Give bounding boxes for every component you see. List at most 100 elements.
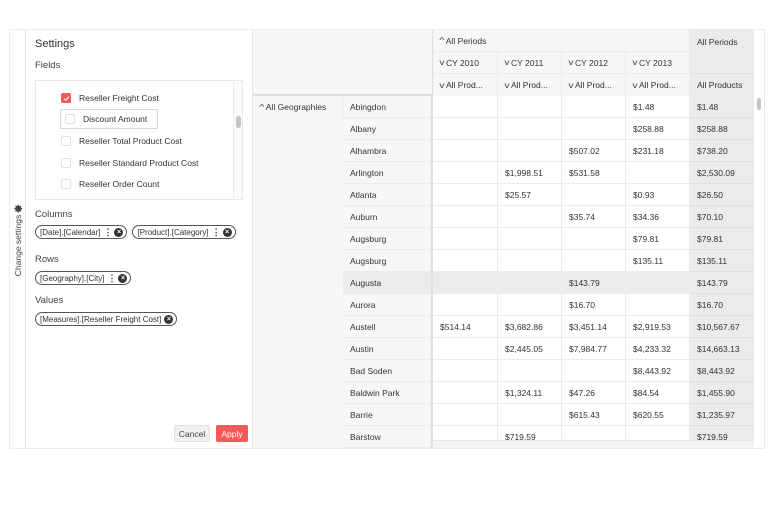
scrollbar-thumb[interactable] bbox=[236, 116, 241, 128]
data-cell[interactable] bbox=[433, 426, 498, 440]
checkbox-checked-icon[interactable] bbox=[61, 93, 71, 103]
data-cell[interactable]: $25.57 bbox=[498, 184, 562, 206]
row-header-city[interactable]: Austin bbox=[343, 338, 431, 360]
data-cell[interactable] bbox=[498, 294, 562, 316]
grid-vertical-scrollbar[interactable] bbox=[754, 96, 764, 440]
field-item[interactable]: Reseller Freight Cost bbox=[61, 87, 159, 109]
chevron-down-icon[interactable]: v bbox=[504, 58, 510, 67]
row-header-city[interactable]: Bad Soden bbox=[343, 360, 431, 382]
data-cell[interactable] bbox=[433, 250, 498, 272]
data-cell[interactable] bbox=[433, 294, 498, 316]
data-cell[interactable] bbox=[498, 140, 562, 162]
data-cell[interactable] bbox=[498, 206, 562, 228]
row-header-city[interactable]: Alhambra bbox=[343, 140, 431, 162]
data-cell[interactable] bbox=[562, 250, 626, 272]
data-cell[interactable] bbox=[498, 228, 562, 250]
total-cell[interactable]: $258.88 bbox=[690, 118, 754, 140]
column-header-year[interactable]: v CY 2010 bbox=[433, 52, 498, 74]
data-cell[interactable] bbox=[498, 360, 562, 382]
value-chip[interactable]: [Measures].[Reseller Freight Cost] × bbox=[35, 312, 178, 326]
total-cell[interactable]: $2,530.09 bbox=[690, 162, 754, 184]
chevron-down-icon[interactable]: v bbox=[568, 58, 574, 67]
row-header-city[interactable]: Abingdon bbox=[343, 96, 431, 118]
chevron-down-icon[interactable]: v bbox=[439, 80, 445, 90]
field-item[interactable]: Reseller Total Product Cost bbox=[61, 130, 182, 152]
row-header-city[interactable]: Augusta bbox=[343, 272, 431, 294]
grid-horizontal-scrollbar[interactable] bbox=[433, 440, 754, 448]
data-cell[interactable]: $135.11 bbox=[626, 250, 690, 272]
total-cell[interactable]: $26.50 bbox=[690, 184, 754, 206]
total-cell[interactable]: $1.48 bbox=[690, 96, 754, 118]
data-cell[interactable] bbox=[562, 360, 626, 382]
data-cell[interactable] bbox=[433, 140, 498, 162]
data-cell[interactable]: $514.14 bbox=[433, 316, 498, 338]
chevron-down-icon[interactable]: v bbox=[632, 80, 638, 90]
row-header-city[interactable]: Augsburg bbox=[343, 250, 431, 272]
data-cell[interactable] bbox=[626, 272, 690, 294]
column-header-year[interactable]: v CY 2012 bbox=[562, 52, 626, 74]
data-cell[interactable]: $531.58 bbox=[562, 162, 626, 184]
column-header-product[interactable]: v All Prod... bbox=[498, 74, 562, 96]
data-cell[interactable] bbox=[498, 272, 562, 294]
total-cell[interactable]: $1,235.97 bbox=[690, 404, 754, 426]
chevron-down-icon[interactable]: v bbox=[504, 80, 510, 90]
row-header-city[interactable]: Arlington bbox=[343, 162, 431, 184]
row-header-city[interactable]: Aurora bbox=[343, 294, 431, 316]
chevron-down-icon[interactable]: v bbox=[568, 80, 574, 90]
total-cell[interactable]: $14,663.13 bbox=[690, 338, 754, 360]
remove-icon[interactable]: × bbox=[164, 314, 174, 324]
total-cell[interactable]: $79.81 bbox=[690, 228, 754, 250]
data-cell[interactable] bbox=[433, 118, 498, 140]
data-cell[interactable] bbox=[433, 206, 498, 228]
total-cell[interactable]: $143.79 bbox=[690, 272, 754, 294]
apply-button[interactable]: Apply bbox=[216, 425, 248, 442]
row-header-all-geographies[interactable]: ^ All Geographies bbox=[253, 96, 343, 118]
column-header-year[interactable]: v CY 2011 bbox=[498, 52, 562, 74]
data-cell[interactable] bbox=[433, 184, 498, 206]
data-cell[interactable]: $47.26 bbox=[562, 382, 626, 404]
data-cell[interactable] bbox=[626, 162, 690, 184]
data-cell[interactable] bbox=[626, 294, 690, 316]
total-cell[interactable]: $8,443.92 bbox=[690, 360, 754, 382]
chevron-up-icon[interactable]: ^ bbox=[439, 36, 445, 45]
data-cell[interactable]: $615.43 bbox=[562, 404, 626, 426]
data-cell[interactable] bbox=[433, 228, 498, 250]
chevron-down-icon[interactable]: v bbox=[632, 58, 638, 67]
chevron-up-icon[interactable]: ^ bbox=[259, 102, 265, 112]
total-cell[interactable]: $1,455.90 bbox=[690, 382, 754, 404]
checkbox-icon[interactable] bbox=[61, 179, 71, 189]
data-cell[interactable] bbox=[433, 96, 498, 118]
field-item[interactable]: Reseller Standard Product Cost bbox=[61, 152, 199, 174]
row-header-city[interactable]: Baldwin Park bbox=[343, 382, 431, 404]
data-cell[interactable] bbox=[562, 426, 626, 440]
data-cell[interactable] bbox=[498, 96, 562, 118]
data-cell[interactable] bbox=[562, 96, 626, 118]
data-cell[interactable]: $4,233.32 bbox=[626, 338, 690, 360]
data-cell[interactable]: $3,451.14 bbox=[562, 316, 626, 338]
more-vert-icon[interactable]: ⋮ bbox=[103, 226, 112, 237]
more-vert-icon[interactable]: ⋮ bbox=[211, 226, 221, 237]
chevron-down-icon[interactable]: v bbox=[439, 58, 445, 67]
data-cell[interactable]: $258.88 bbox=[626, 118, 690, 140]
data-cell[interactable]: $84.54 bbox=[626, 382, 690, 404]
column-header-product[interactable]: v All Prod... bbox=[562, 74, 626, 96]
data-cell[interactable] bbox=[562, 228, 626, 250]
data-cell[interactable] bbox=[433, 382, 498, 404]
total-cell[interactable]: $16.70 bbox=[690, 294, 754, 316]
checkbox-icon[interactable] bbox=[61, 158, 71, 168]
data-cell[interactable]: $620.55 bbox=[626, 404, 690, 426]
data-cell[interactable]: $719.59 bbox=[498, 426, 562, 440]
row-header-city[interactable]: Barstow bbox=[343, 426, 431, 448]
data-cell[interactable] bbox=[433, 338, 498, 360]
data-cell[interactable]: $507.02 bbox=[562, 140, 626, 162]
total-cell[interactable]: $10,567.67 bbox=[690, 316, 754, 338]
data-cell[interactable]: $3,682.86 bbox=[498, 316, 562, 338]
row-header-city[interactable]: Auburn bbox=[343, 206, 431, 228]
data-cell[interactable] bbox=[433, 272, 498, 294]
checkbox-icon[interactable] bbox=[65, 114, 75, 124]
total-cell[interactable]: $70.10 bbox=[690, 206, 754, 228]
change-settings-tab[interactable]: Change settings bbox=[10, 30, 26, 448]
column-header-product[interactable]: v All Prod... bbox=[433, 74, 498, 96]
data-cell[interactable]: $34.36 bbox=[626, 206, 690, 228]
column-header-all-periods[interactable]: ^ All Periods bbox=[433, 30, 690, 52]
